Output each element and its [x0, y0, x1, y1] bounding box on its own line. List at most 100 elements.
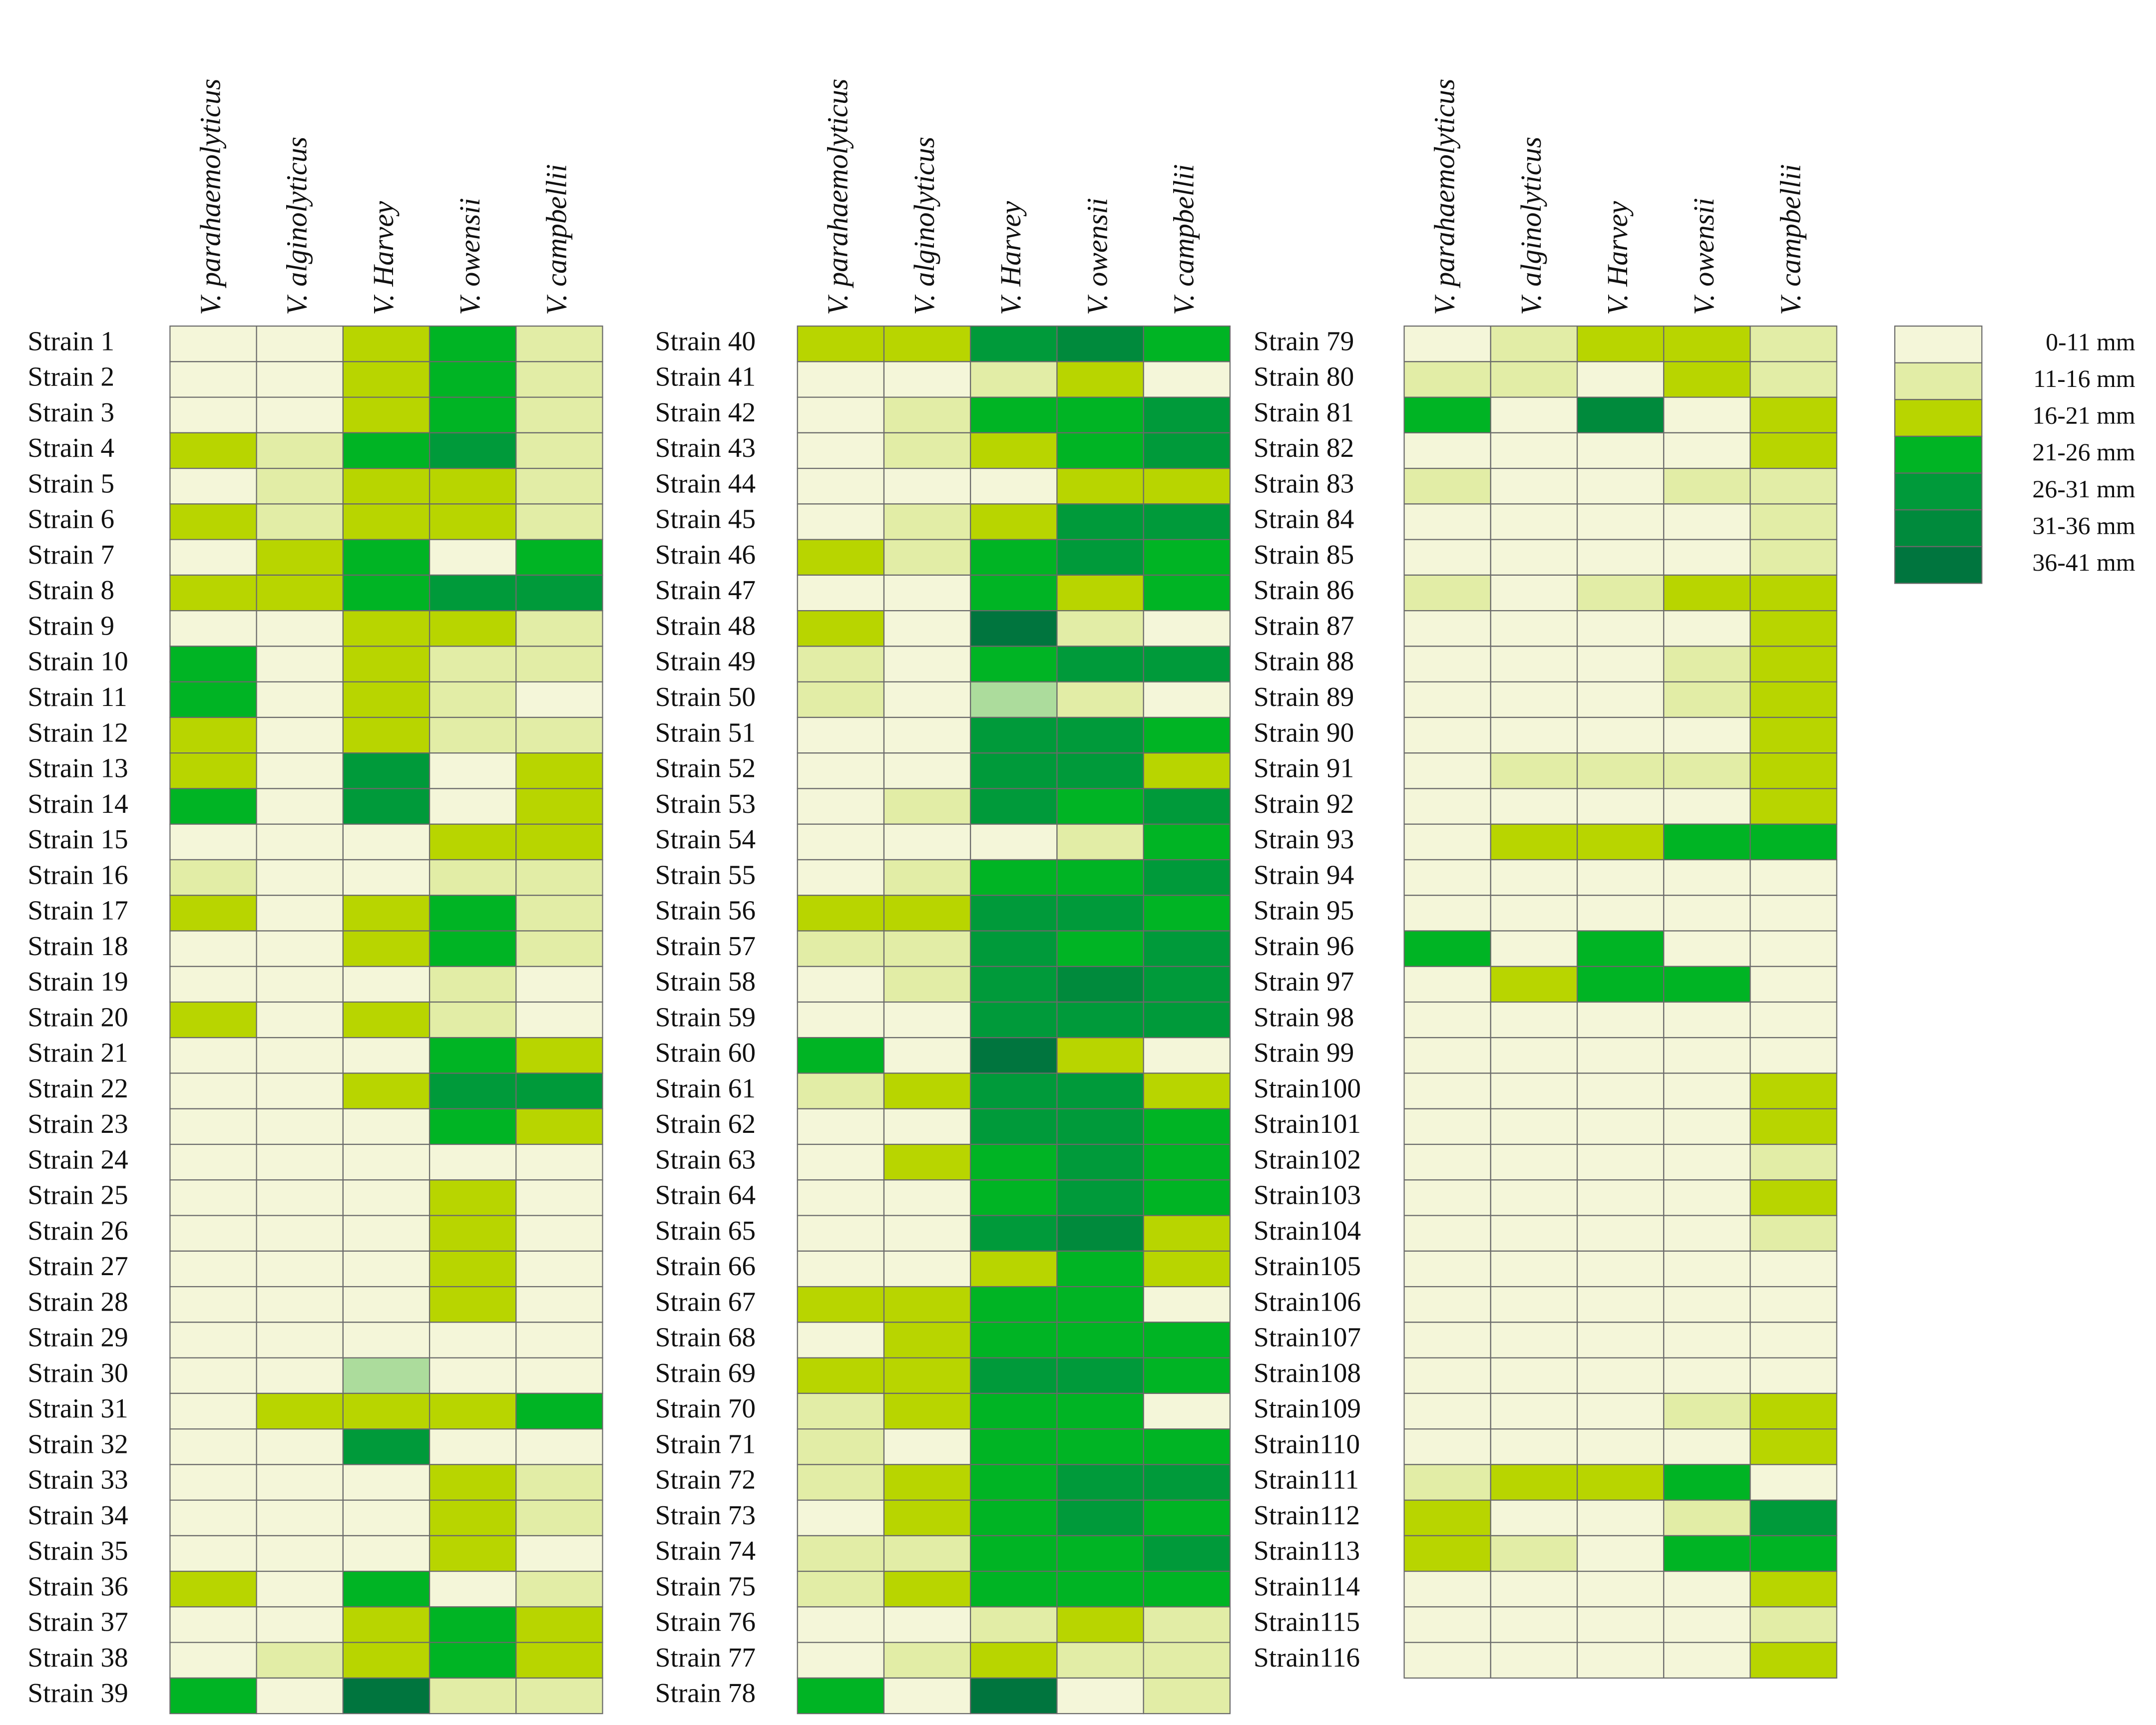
row-label: Strain 89	[1254, 682, 1354, 712]
heat-cell	[1749, 1072, 1837, 1109]
column-header: V. owensii	[1081, 198, 1113, 315]
row-label: Strain 61	[655, 1073, 756, 1103]
heat-cell	[515, 716, 603, 754]
heat-cell	[1490, 859, 1578, 896]
heat-cell	[169, 1001, 257, 1038]
heat-cell	[169, 930, 257, 967]
heat-cell	[1576, 1357, 1665, 1394]
heat-cell	[256, 574, 344, 612]
heat-cell	[169, 1606, 257, 1643]
heat-cell	[1663, 681, 1751, 718]
heat-cell	[1663, 1286, 1751, 1323]
heat-cell	[1143, 1357, 1231, 1394]
heat-cell	[1403, 752, 1491, 789]
heat-cell	[1056, 646, 1144, 683]
heat-cell	[1403, 1001, 1491, 1038]
heat-cell	[883, 1179, 971, 1216]
heat-cell	[1403, 1642, 1491, 1679]
row-label: Strain 1	[27, 326, 114, 356]
legend-swatch	[1894, 435, 1983, 474]
heat-cell	[429, 1357, 517, 1394]
heat-cell	[1056, 325, 1144, 362]
heat-cell	[883, 752, 971, 789]
heat-cell	[797, 646, 885, 683]
heat-cell	[169, 1072, 257, 1109]
heat-cell	[515, 539, 603, 576]
row-label: Strain 62	[655, 1108, 756, 1139]
heat-cell	[1749, 1571, 1837, 1608]
heat-cell	[1490, 1535, 1578, 1572]
heat-cell	[1490, 1606, 1578, 1643]
heat-cell	[883, 823, 971, 861]
heat-cell	[1576, 503, 1665, 540]
heat-cell	[1576, 1143, 1665, 1181]
heat-cell	[256, 1143, 344, 1181]
heat-cell	[1056, 468, 1144, 505]
row-label: Strain 24	[27, 1144, 128, 1174]
heat-cell	[1056, 930, 1144, 967]
heat-cell	[970, 1428, 1058, 1465]
heat-cell	[797, 966, 885, 1003]
heat-cell	[342, 681, 431, 718]
heat-cell	[515, 1392, 603, 1430]
heat-cell	[256, 752, 344, 789]
heat-cell	[1576, 1606, 1665, 1643]
heat-cell	[797, 1535, 885, 1572]
heat-cell	[515, 610, 603, 647]
heat-cell	[1403, 646, 1491, 683]
heat-cell	[1403, 468, 1491, 505]
heat-cell	[1663, 1108, 1751, 1145]
heat-cell	[256, 396, 344, 433]
heat-cell	[429, 1642, 517, 1679]
heat-cell	[1749, 1037, 1837, 1074]
row-label: Strain116	[1254, 1642, 1360, 1673]
heat-cell	[1576, 823, 1665, 861]
heat-cell	[1143, 325, 1231, 362]
heat-cell	[515, 930, 603, 967]
heat-cell	[883, 1642, 971, 1679]
heat-cell	[256, 610, 344, 647]
heat-cell	[256, 1108, 344, 1145]
heat-cell	[1490, 1464, 1578, 1501]
heat-cell	[169, 1357, 257, 1394]
heat-cell	[1056, 539, 1144, 576]
heat-cell	[797, 681, 885, 718]
heat-cell	[970, 823, 1058, 861]
heat-cell	[256, 1179, 344, 1216]
heat-cell	[256, 895, 344, 932]
heat-cell	[883, 396, 971, 433]
heat-cell	[1749, 646, 1837, 683]
heat-cell	[1663, 1392, 1751, 1430]
heat-cell	[970, 681, 1058, 718]
heat-cell	[169, 1464, 257, 1501]
heat-cell	[515, 1215, 603, 1252]
legend-label: 16-21 mm	[2032, 402, 2135, 429]
row-label: Strain 38	[27, 1642, 128, 1673]
heat-cell	[1143, 396, 1231, 433]
heat-cell	[883, 361, 971, 398]
row-label: Strain 65	[655, 1215, 756, 1246]
heat-cell	[515, 1001, 603, 1038]
legend-swatch	[1894, 325, 1983, 363]
heat-cell	[1403, 930, 1491, 967]
heat-cell	[1056, 361, 1144, 398]
heat-cell	[1403, 1108, 1491, 1145]
heat-cell	[256, 1642, 344, 1679]
heat-cell	[1143, 1250, 1231, 1288]
heat-cell	[1403, 716, 1491, 754]
heat-cell	[1056, 1037, 1144, 1074]
heat-cell	[1490, 681, 1578, 718]
heat-cell	[515, 1606, 603, 1643]
heat-cell	[1749, 574, 1837, 612]
heat-cell	[256, 1357, 344, 1394]
heat-cell	[1663, 396, 1751, 433]
heat-cell	[970, 930, 1058, 967]
heat-cell	[883, 1571, 971, 1608]
heat-cell	[342, 432, 431, 469]
heat-cell	[429, 1535, 517, 1572]
heat-cell	[515, 1677, 603, 1715]
heat-cell	[169, 681, 257, 718]
heat-cell	[256, 1250, 344, 1288]
heat-cell	[1490, 574, 1578, 612]
heat-cell	[429, 1215, 517, 1252]
